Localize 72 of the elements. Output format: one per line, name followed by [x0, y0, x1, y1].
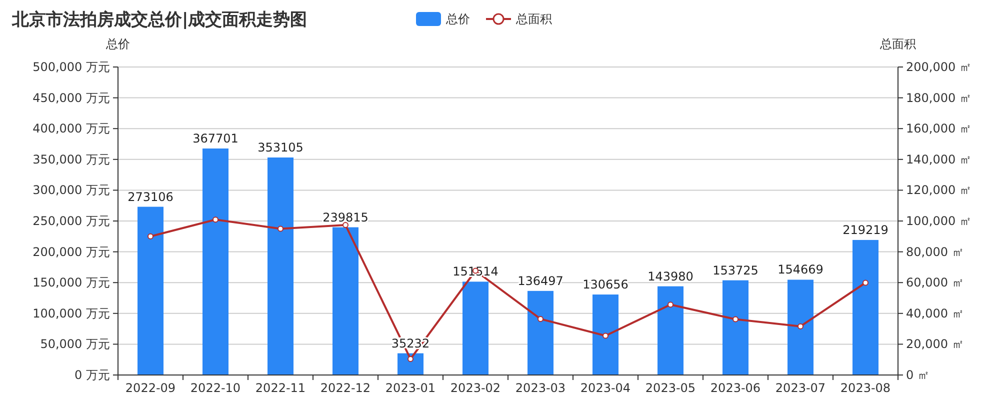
- bar: [138, 206, 164, 375]
- bar: [462, 282, 488, 375]
- y2-axis-title: 总面积: [879, 37, 916, 51]
- y2-tick-label: 160,000 ㎡: [906, 122, 972, 136]
- point: [732, 316, 738, 322]
- x-tick-label: 2023-08: [840, 381, 891, 395]
- y-tick-label: 50,000 万元: [40, 337, 110, 352]
- data-label: 353105: [258, 140, 304, 154]
- bar: [332, 227, 358, 375]
- data-label: 143980: [648, 269, 694, 284]
- data-label: 153725: [712, 263, 758, 278]
- y2-tick-label: 200,000 ㎡: [906, 60, 972, 74]
- y2-tick-label: 120,000 ㎡: [906, 183, 972, 198]
- y2-tick-label: 180,000 ㎡: [906, 90, 972, 105]
- bar: [852, 240, 878, 375]
- point: [148, 233, 154, 240]
- legend-label: 总价: [445, 12, 470, 26]
- legend-label: 总面积: [515, 12, 552, 26]
- data-label: 273106: [128, 190, 174, 204]
- x-tick-label: 2023-06: [710, 381, 761, 395]
- point: [538, 316, 544, 322]
- bar: [268, 157, 294, 375]
- bar: [528, 290, 554, 375]
- x-tick-label: 2023-05: [645, 381, 696, 395]
- y2-tick-label: 140,000 ㎡: [906, 152, 972, 166]
- y-tick-label: 250,000 万元: [32, 214, 110, 228]
- data-label: 219219: [842, 222, 888, 237]
- data-label: 130656: [582, 278, 628, 292]
- y2-tick-label: 0 ㎡: [906, 368, 930, 382]
- x-tick-label: 2022-11: [255, 381, 306, 395]
- bar: [788, 280, 814, 375]
- y2-tick-label: 40,000 ㎡: [906, 306, 964, 320]
- x-tick-label: 2023-03: [515, 381, 566, 395]
- point: [408, 356, 414, 362]
- bar: [722, 280, 748, 375]
- y2-tick-label: 20,000 ㎡: [906, 337, 964, 352]
- y-tick-label: 100,000 万元: [32, 306, 110, 320]
- x-tick-label: 2023-01: [385, 381, 436, 395]
- data-label: 136497: [518, 274, 564, 288]
- bar: [398, 353, 424, 375]
- x-tick-label: 2022-09: [125, 381, 176, 395]
- y2-tick-label: 80,000 ㎡: [906, 244, 964, 259]
- y2-tick-label: 60,000 ㎡: [906, 276, 964, 290]
- point: [278, 226, 284, 232]
- point: [862, 280, 868, 286]
- point: [798, 323, 804, 330]
- y-tick-label: 500,000 万元: [32, 60, 110, 74]
- x-tick-label: 2023-07: [775, 381, 826, 395]
- bar: [592, 294, 618, 375]
- y2-tick-label: 100,000 ㎡: [906, 214, 972, 228]
- x-tick-label: 2023-02: [450, 381, 501, 395]
- y-tick-label: 0 万元: [74, 368, 110, 382]
- x-tick-label: 2022-10: [190, 381, 241, 395]
- y-axis-title: 总价: [105, 37, 130, 51]
- data-label: 367701: [192, 131, 238, 146]
- chart-title: 北京市法拍房成交总价|成交面积走势图: [11, 10, 308, 30]
- data-label: 154669: [778, 262, 824, 277]
- point: [212, 216, 218, 223]
- y-tick-label: 300,000 万元: [32, 183, 110, 198]
- bar: [202, 148, 228, 375]
- y-tick-label: 400,000 万元: [32, 122, 110, 136]
- data-label: 239815: [322, 210, 368, 224]
- point: [342, 222, 348, 228]
- point: [668, 302, 674, 308]
- y-tick-label: 450,000 万元: [32, 90, 110, 105]
- x-tick-label: 2023-04: [580, 381, 631, 395]
- y-tick-label: 150,000 万元: [32, 276, 110, 290]
- x-tick-label: 2022-12: [320, 381, 371, 395]
- y-tick-label: 200,000 万元: [32, 244, 110, 259]
- y-tick-label: 350,000 万元: [32, 152, 110, 166]
- point: [602, 332, 608, 339]
- bar: [658, 286, 684, 375]
